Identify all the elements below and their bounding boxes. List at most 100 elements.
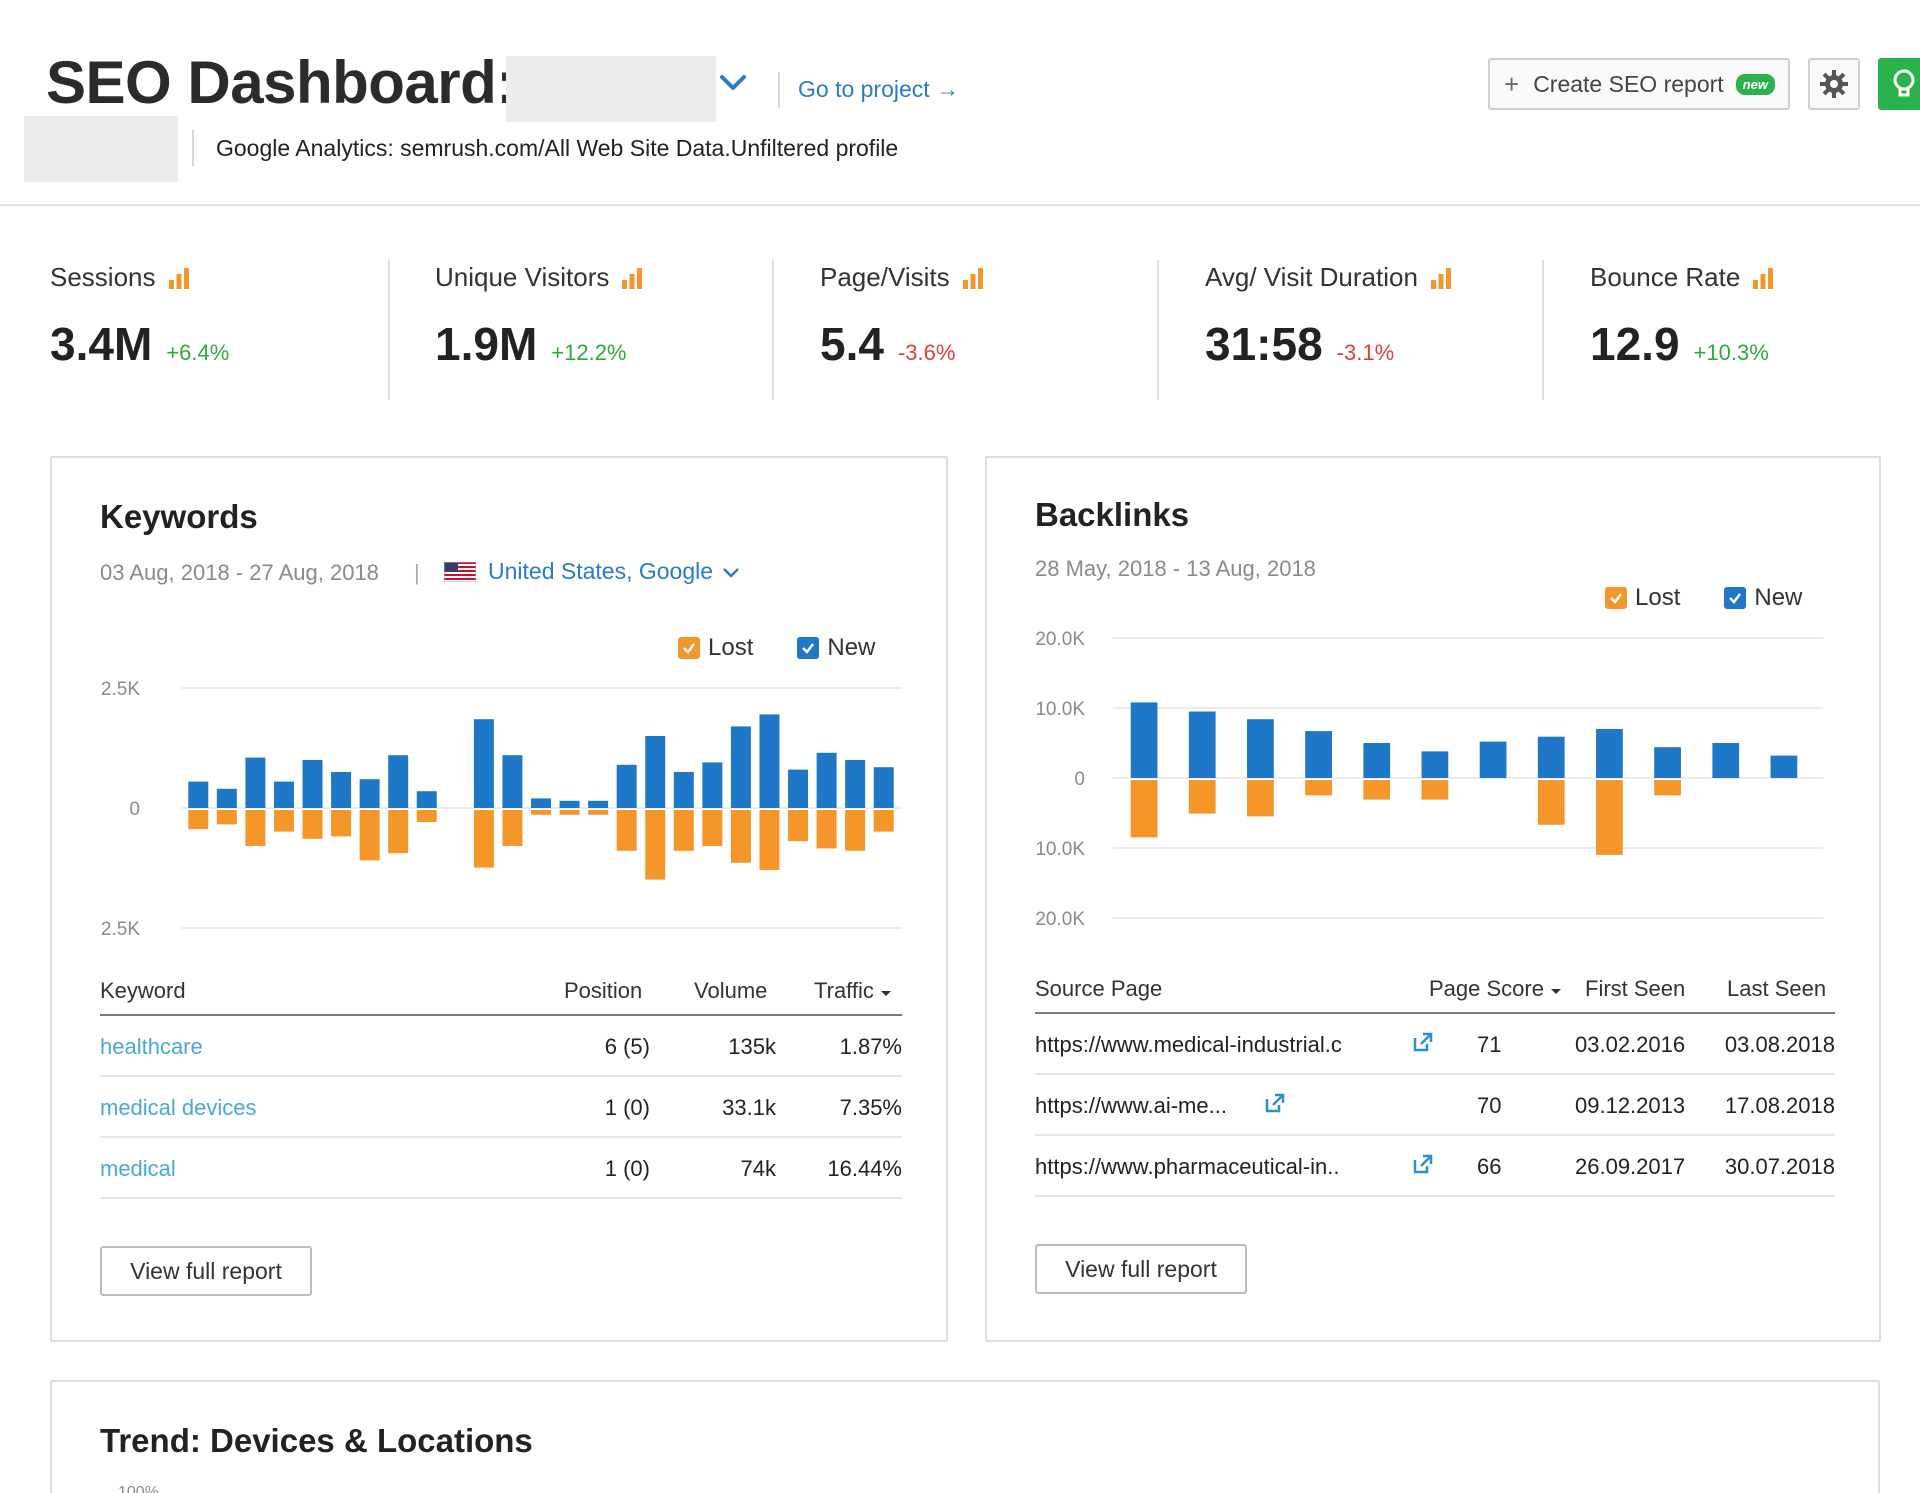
bar-new[interactable]: [645, 736, 666, 808]
bar-lost[interactable]: [273, 810, 294, 832]
bar-new[interactable]: [359, 779, 380, 808]
country-select[interactable]: United States, Google: [444, 558, 741, 585]
bar-new[interactable]: [702, 762, 723, 808]
bar-chart-icon[interactable]: [168, 267, 190, 289]
bar-new[interactable]: [1421, 751, 1449, 778]
bar-new[interactable]: [531, 798, 551, 808]
keyword-link[interactable]: healthcare: [100, 1034, 203, 1059]
bar-lost[interactable]: [873, 810, 894, 832]
bar-new[interactable]: [1479, 741, 1507, 778]
bar-lost[interactable]: [759, 810, 780, 870]
bar-lost[interactable]: [845, 810, 866, 851]
bar-new[interactable]: [845, 760, 866, 808]
bar-new[interactable]: [245, 757, 266, 808]
bar-lost[interactable]: [359, 810, 380, 861]
bar-new[interactable]: [616, 764, 637, 808]
bar-lost[interactable]: [416, 810, 437, 822]
bar-new[interactable]: [816, 752, 837, 808]
create-seo-report-button[interactable]: + Create SEO report new: [1488, 58, 1790, 110]
external-link-icon[interactable]: [1411, 1152, 1435, 1176]
column-header-traffic[interactable]: Traffic: [814, 978, 892, 1004]
column-header-page-score[interactable]: Page Score: [1429, 976, 1562, 1002]
bar-new[interactable]: [331, 772, 352, 808]
column-header-source-page[interactable]: Source Page: [1035, 976, 1163, 1001]
bar-lost[interactable]: [1421, 780, 1449, 800]
column-header-first-seen[interactable]: First Seen: [1585, 976, 1686, 1001]
bar-new[interactable]: [588, 800, 609, 808]
bar-new[interactable]: [416, 791, 437, 808]
backlinks-view-full-report-button[interactable]: View full report: [1035, 1244, 1247, 1294]
bar-lost[interactable]: [730, 810, 751, 863]
bar-lost[interactable]: [473, 810, 494, 868]
legend-lost[interactable]: Lost: [1605, 584, 1680, 612]
bar-new[interactable]: [873, 767, 894, 808]
external-link-icon[interactable]: [1411, 1030, 1435, 1054]
bar-new[interactable]: [1712, 743, 1740, 778]
bar-lost[interactable]: [188, 810, 209, 830]
bar-lost[interactable]: [531, 810, 551, 815]
source-page-link[interactable]: https://www.medical-industrial.c: [1035, 1032, 1342, 1057]
project-select[interactable]: [506, 56, 716, 122]
bar-chart-icon[interactable]: [621, 267, 643, 289]
bar-new[interactable]: [473, 719, 494, 808]
bar-lost[interactable]: [816, 810, 837, 849]
bar-lost[interactable]: [702, 810, 723, 846]
bar-new[interactable]: [559, 800, 580, 808]
bar-lost[interactable]: [588, 810, 609, 815]
bar-lost[interactable]: [1188, 780, 1216, 814]
column-header-last-seen[interactable]: Last Seen: [1727, 976, 1827, 1001]
bar-lost[interactable]: [216, 810, 237, 825]
bar-new[interactable]: [1130, 702, 1158, 778]
go-to-project-link[interactable]: Go to project →: [798, 76, 960, 102]
bar-new[interactable]: [1537, 736, 1565, 778]
bar-new[interactable]: [759, 714, 780, 808]
bar-lost[interactable]: [559, 810, 580, 815]
bar-new[interactable]: [1654, 747, 1681, 778]
bar-lost[interactable]: [1596, 780, 1623, 855]
bar-new[interactable]: [1363, 743, 1391, 778]
keyword-link[interactable]: medical: [100, 1156, 176, 1181]
bar-lost[interactable]: [331, 810, 352, 837]
bar-chart-icon[interactable]: [1430, 267, 1452, 289]
bar-lost[interactable]: [388, 810, 409, 854]
bar-lost[interactable]: [1363, 780, 1391, 800]
keywords-view-full-report-button[interactable]: View full report: [100, 1246, 312, 1296]
bar-new[interactable]: [302, 760, 323, 808]
tips-button[interactable]: [1878, 58, 1920, 110]
bar-new[interactable]: [1305, 731, 1332, 778]
keyword-link[interactable]: medical devices: [100, 1095, 257, 1120]
bar-lost[interactable]: [1654, 780, 1681, 796]
bar-lost[interactable]: [788, 810, 809, 842]
bar-lost[interactable]: [502, 810, 523, 846]
bar-lost[interactable]: [645, 810, 666, 880]
bar-new[interactable]: [216, 788, 237, 808]
bar-chart-icon[interactable]: [962, 267, 984, 289]
external-link-icon[interactable]: [1263, 1091, 1287, 1115]
legend-new[interactable]: New: [797, 634, 875, 662]
column-header-position[interactable]: Position: [564, 978, 643, 1003]
bar-lost[interactable]: [1537, 780, 1565, 825]
column-header-volume[interactable]: Volume: [694, 978, 768, 1003]
legend-lost[interactable]: Lost: [678, 634, 753, 662]
bar-lost[interactable]: [302, 810, 323, 839]
bar-new[interactable]: [188, 781, 209, 808]
bar-new[interactable]: [673, 772, 694, 808]
bar-new[interactable]: [1596, 729, 1623, 778]
bar-lost[interactable]: [616, 810, 637, 851]
bar-lost[interactable]: [673, 810, 694, 851]
bar-new[interactable]: [1247, 719, 1274, 778]
bar-new[interactable]: [1770, 755, 1798, 778]
bar-chart-icon[interactable]: [1752, 267, 1774, 289]
bar-new[interactable]: [273, 781, 294, 808]
column-header-keyword[interactable]: Keyword: [100, 978, 186, 1003]
bar-new[interactable]: [730, 726, 751, 808]
bar-new[interactable]: [1188, 711, 1216, 779]
bar-lost[interactable]: [1130, 780, 1158, 838]
bar-new[interactable]: [788, 769, 809, 808]
bar-lost[interactable]: [1247, 780, 1274, 817]
bar-new[interactable]: [388, 755, 409, 808]
settings-button[interactable]: [1808, 58, 1860, 110]
source-page-link[interactable]: https://www.ai-me...: [1035, 1093, 1227, 1118]
bar-new[interactable]: [502, 755, 523, 808]
source-page-link[interactable]: https://www.pharmaceutical-in..: [1035, 1154, 1340, 1179]
